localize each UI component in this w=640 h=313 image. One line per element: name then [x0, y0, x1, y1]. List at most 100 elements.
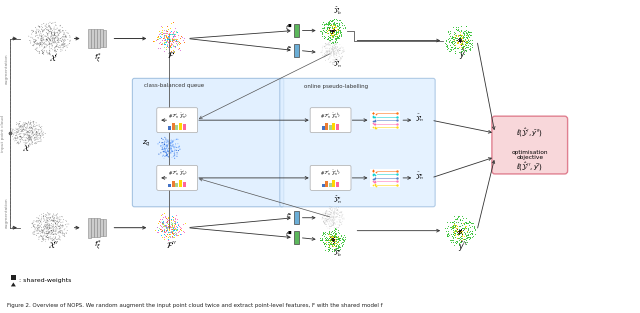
Point	[442, 45, 452, 50]
Point	[174, 46, 184, 51]
Point	[326, 23, 336, 28]
Point	[441, 229, 451, 234]
Point	[339, 235, 349, 240]
Point	[329, 241, 339, 246]
Point	[42, 43, 52, 48]
Point	[40, 227, 50, 232]
Point	[20, 121, 31, 126]
Point	[332, 234, 342, 239]
Point	[330, 246, 340, 251]
Point	[44, 226, 54, 231]
Point	[166, 38, 177, 43]
Point	[168, 143, 178, 148]
Point	[62, 222, 72, 227]
Point	[42, 226, 52, 231]
Point	[164, 34, 174, 39]
Point	[174, 232, 184, 237]
Point	[334, 33, 344, 38]
Point	[321, 20, 331, 25]
Point	[166, 31, 177, 36]
Point	[6, 131, 17, 136]
Point	[176, 226, 186, 231]
Point	[467, 228, 477, 233]
Point	[33, 41, 43, 46]
Point	[22, 124, 32, 129]
FancyBboxPatch shape	[102, 219, 106, 236]
Point	[30, 141, 40, 146]
Point	[323, 219, 333, 224]
Point	[25, 124, 35, 129]
Point	[451, 26, 461, 31]
Point	[320, 235, 330, 240]
Point	[58, 217, 68, 222]
Point	[170, 141, 180, 146]
Point	[44, 236, 54, 241]
Point	[328, 49, 339, 54]
Point	[32, 139, 42, 144]
Point	[162, 28, 172, 33]
Point	[332, 50, 342, 55]
Point	[340, 236, 350, 241]
Point	[17, 135, 27, 140]
Point	[10, 136, 20, 141]
Point	[54, 230, 64, 235]
Point	[328, 21, 338, 26]
Point	[451, 49, 461, 54]
Point	[323, 237, 333, 242]
Point	[335, 46, 346, 51]
Point	[60, 48, 70, 53]
Point	[333, 212, 343, 217]
Point	[165, 225, 175, 230]
Point	[332, 53, 342, 58]
Point	[49, 35, 59, 40]
Point	[168, 225, 178, 230]
Point	[451, 38, 461, 43]
Point	[178, 228, 188, 233]
Point	[26, 40, 36, 45]
Point	[161, 146, 172, 151]
Point	[38, 214, 49, 219]
Point	[58, 233, 68, 238]
Point	[321, 209, 331, 214]
Point	[159, 227, 169, 232]
Point	[14, 141, 24, 146]
Point	[34, 41, 44, 46]
Point	[328, 218, 338, 223]
Point	[44, 24, 54, 29]
Point	[160, 148, 170, 153]
Point	[63, 222, 74, 227]
Point	[167, 140, 177, 145]
Point	[152, 220, 163, 225]
Point	[456, 221, 466, 226]
Point	[329, 39, 339, 44]
Point	[166, 37, 177, 42]
Point	[331, 24, 341, 29]
Point	[319, 220, 329, 225]
Point	[331, 57, 341, 62]
Point	[335, 29, 345, 34]
Point	[328, 216, 339, 221]
Point	[24, 126, 34, 131]
Point	[335, 213, 345, 218]
Point	[163, 222, 173, 227]
FancyBboxPatch shape	[93, 218, 97, 237]
Point	[331, 21, 341, 26]
Point	[456, 235, 466, 240]
Point	[157, 147, 167, 152]
Point	[31, 219, 41, 224]
Point	[455, 32, 465, 37]
Point	[33, 41, 44, 46]
Point	[161, 30, 172, 35]
Point	[168, 138, 178, 143]
Point	[53, 220, 63, 225]
Text: $f_\xi^*$: $f_\xi^*$	[95, 239, 102, 253]
Point	[165, 35, 175, 40]
Point	[445, 30, 455, 35]
Point	[60, 37, 70, 42]
Point	[334, 215, 344, 220]
Point	[60, 44, 70, 49]
Point	[47, 225, 57, 230]
Point	[328, 27, 339, 32]
Point	[326, 232, 336, 237]
Point	[333, 234, 344, 239]
